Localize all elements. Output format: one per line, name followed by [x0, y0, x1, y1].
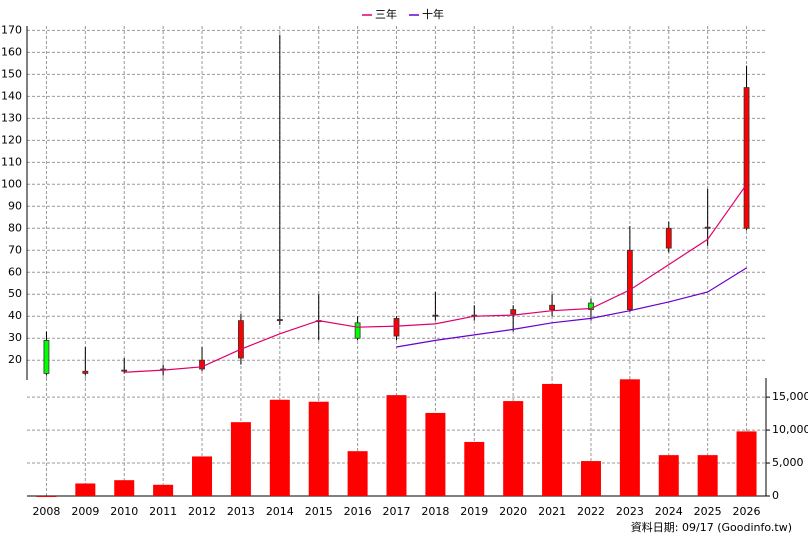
x-tick-label: 2025 — [694, 505, 722, 518]
candle-body — [43, 340, 50, 374]
footer: 資料日期: 09/17 (Goodinfo.tw) — [631, 520, 792, 534]
volume-bar — [153, 484, 174, 496]
x-tick-label: 2014 — [266, 505, 294, 518]
y-tick-label: 30 — [8, 331, 22, 344]
candle-body — [276, 319, 283, 322]
y-tick-label: 140 — [1, 89, 22, 102]
y-tick-label: 150 — [1, 67, 22, 80]
candle-body — [704, 226, 711, 229]
x-tick-label: 2019 — [460, 505, 488, 518]
volume-bar — [114, 480, 135, 496]
volume-bar — [736, 431, 757, 496]
x-tick-label: 2009 — [71, 505, 99, 518]
x-tick-label: 2017 — [383, 505, 411, 518]
volume-bar — [75, 483, 96, 496]
candle-body — [354, 322, 361, 339]
x-tick-label: 2012 — [188, 505, 216, 518]
y2-tick-label: 10,000 — [772, 423, 808, 436]
volume-bar — [347, 451, 368, 496]
y2-tick-label: 0 — [772, 489, 779, 502]
y-tick-label: 60 — [8, 265, 22, 278]
candle-body — [393, 318, 400, 337]
y-tick-label: 80 — [8, 221, 22, 234]
y-tick-label: 130 — [1, 111, 22, 124]
volume-bar — [503, 401, 524, 496]
x-tick-label: 2022 — [577, 505, 605, 518]
x-tick-label: 2023 — [616, 505, 644, 518]
volume-bar — [308, 401, 329, 496]
candle-body — [626, 249, 633, 311]
legend-label: 三年 — [375, 7, 397, 21]
ma-line — [396, 267, 747, 348]
candle-body — [549, 304, 555, 311]
x-tick-label: 2020 — [499, 505, 527, 518]
y2-tick-label: 15,000 — [772, 390, 808, 403]
y-tick-label: 170 — [1, 23, 22, 36]
y-tick-label: 120 — [1, 133, 22, 146]
legend-label: 十年 — [422, 7, 444, 21]
volume-bar — [542, 383, 563, 496]
volume-bar — [386, 395, 407, 496]
y2-tick-label: 5,000 — [772, 456, 804, 469]
x-tick-label: 2008 — [32, 505, 60, 518]
x-tick-label: 2018 — [421, 505, 449, 518]
y-tick-label: 110 — [1, 155, 22, 168]
volume-bar — [697, 455, 718, 496]
candle-body — [238, 320, 244, 359]
volume-bar — [230, 422, 251, 496]
x-tick-label: 2024 — [655, 505, 683, 518]
x-tick-label: 2021 — [538, 505, 566, 518]
x-tick-label: 2015 — [305, 505, 333, 518]
y-tick-label: 90 — [8, 199, 22, 212]
candle-body — [588, 302, 594, 311]
y-tick-label: 70 — [8, 243, 22, 256]
x-tick-label: 2010 — [110, 505, 138, 518]
volume-bar — [269, 399, 290, 496]
ma-line — [124, 183, 748, 373]
y-tick-label: 40 — [8, 309, 22, 322]
y-tick-label: 100 — [1, 177, 22, 190]
x-tick-label: 2026 — [733, 505, 761, 518]
y-tick-label: 160 — [1, 45, 22, 58]
candle-body — [432, 314, 439, 317]
candle-body — [82, 370, 89, 374]
candle-body — [121, 369, 128, 372]
volume-bar — [619, 379, 640, 496]
volume-bar — [658, 455, 679, 496]
x-tick-label: 2011 — [149, 505, 177, 518]
y-tick-label: 20 — [8, 353, 22, 366]
volume-bar — [36, 496, 57, 497]
volume-bar — [464, 441, 485, 496]
candle-body — [743, 87, 750, 229]
volume-bar — [192, 456, 213, 496]
candle-body — [510, 309, 517, 315]
x-tick-label: 2013 — [227, 505, 255, 518]
volume-bar — [425, 412, 446, 496]
x-tick-label: 2016 — [344, 505, 372, 518]
candle-body — [199, 359, 205, 370]
volume-bar — [580, 461, 601, 496]
candle-body — [665, 227, 672, 249]
y-tick-label: 50 — [8, 287, 22, 300]
